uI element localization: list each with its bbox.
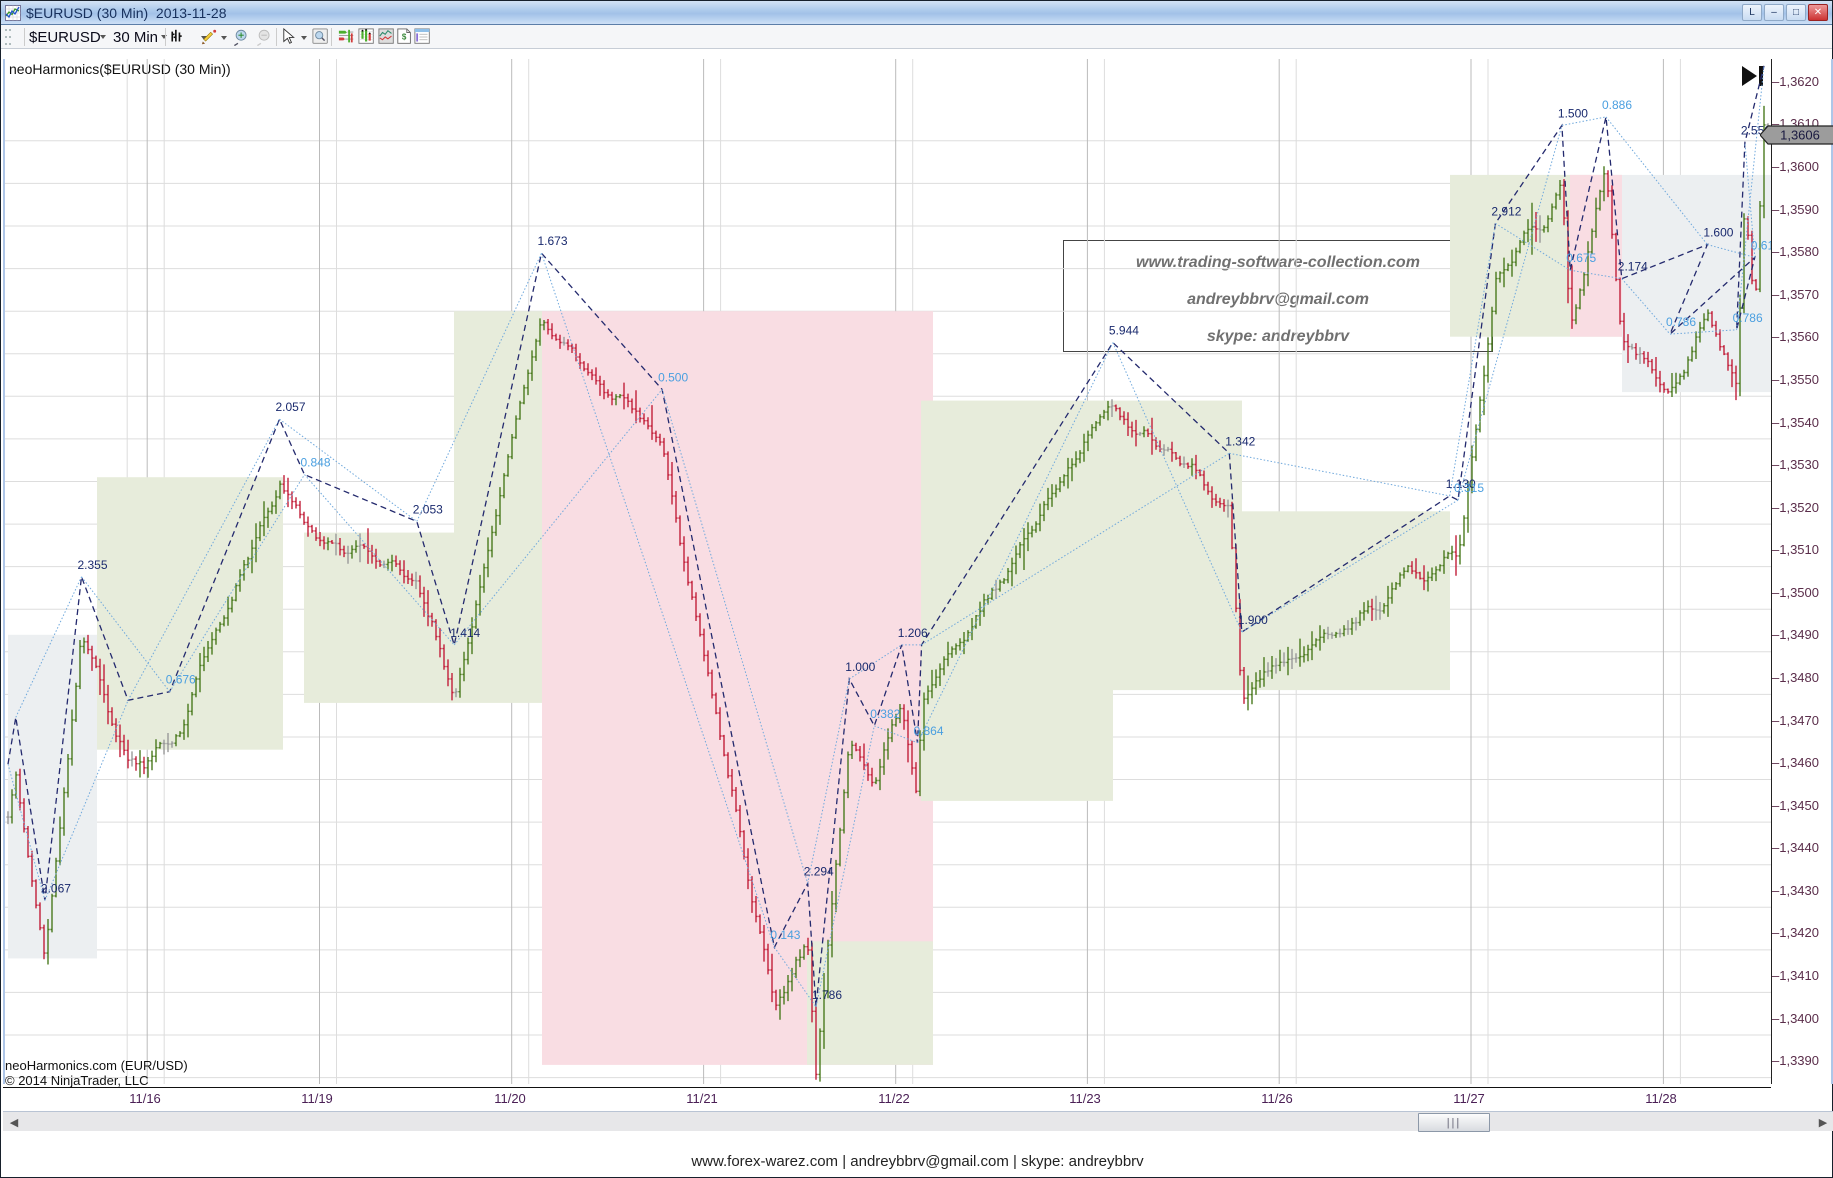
svg-text:2.912: 2.912 (1491, 204, 1521, 218)
svg-text:0.143: 0.143 (770, 928, 800, 942)
svg-text:0.61: 0.61 (1751, 238, 1773, 252)
svg-text:0.864: 0.864 (914, 724, 944, 738)
svg-text:0.675: 0.675 (1566, 251, 1596, 265)
svg-text:0.315: 0.315 (1454, 481, 1484, 495)
svg-text:1.000: 1.000 (845, 660, 875, 674)
svg-text:1.673: 1.673 (538, 234, 568, 248)
svg-text:0.786: 0.786 (1733, 311, 1763, 325)
svg-text:0.382: 0.382 (870, 707, 900, 721)
svg-text:2.174: 2.174 (1618, 260, 1648, 274)
svg-text:0.886: 0.886 (1602, 98, 1632, 112)
svg-text:2.355: 2.355 (78, 558, 108, 572)
svg-text:1.500: 1.500 (1558, 106, 1588, 120)
svg-text:1.414: 1.414 (450, 626, 480, 640)
svg-text:1.342: 1.342 (1225, 434, 1255, 448)
svg-text:0.500: 0.500 (658, 370, 688, 384)
svg-text:0.848: 0.848 (301, 456, 331, 470)
svg-text:2.067: 2.067 (41, 881, 71, 895)
svg-text:1,3606: 1,3606 (1780, 128, 1820, 143)
svg-text:5.944: 5.944 (1109, 324, 1139, 338)
svg-text:1.900: 1.900 (1238, 613, 1268, 627)
svg-text:2.294: 2.294 (804, 864, 834, 878)
svg-text:$: $ (402, 33, 407, 42)
svg-text:1.786: 1.786 (812, 988, 842, 1002)
svg-text:1.206: 1.206 (898, 626, 928, 640)
svg-text:2.057: 2.057 (276, 400, 306, 414)
svg-text:0.676: 0.676 (166, 673, 196, 687)
svg-text:1.600: 1.600 (1703, 226, 1733, 240)
svg-text:0.786: 0.786 (1666, 315, 1696, 329)
svg-text:2.053: 2.053 (413, 502, 443, 516)
